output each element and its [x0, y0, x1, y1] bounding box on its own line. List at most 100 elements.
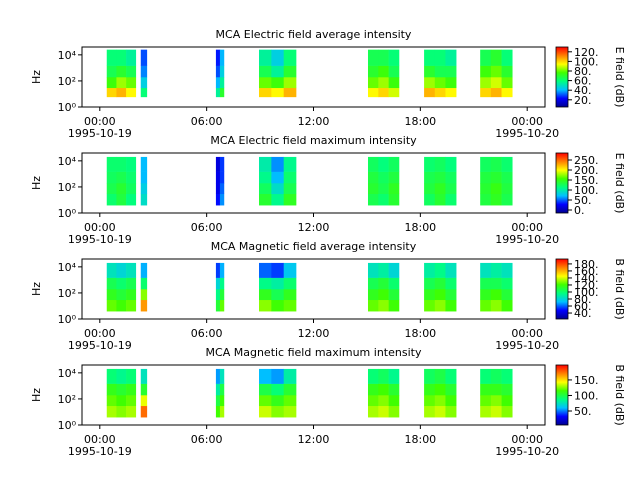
spectrogram-cell	[116, 183, 127, 195]
colorbar-label: B field (dB)	[613, 364, 626, 425]
y-axis-label: Hz	[30, 388, 43, 402]
spectrogram-cell	[219, 368, 225, 384]
spectrogram-cell	[490, 193, 502, 206]
x-tick-label: 06:00	[191, 115, 223, 128]
spectrogram-cell	[219, 262, 225, 278]
spectrogram-cell	[388, 395, 400, 407]
spectrogram-cell	[259, 395, 272, 407]
colorbar-tick-label: 50.	[574, 194, 592, 207]
spectrogram-cell	[219, 183, 225, 195]
spectrogram-cell	[215, 383, 221, 396]
spectrogram-cell	[215, 87, 221, 98]
x-tick-label: 00:00	[511, 221, 543, 234]
spectrogram-cell	[126, 171, 137, 184]
spectrogram-cell	[106, 277, 117, 290]
spectrogram-cell	[367, 262, 379, 278]
spectrogram-cell	[106, 299, 117, 312]
spectrogram-cell	[215, 183, 221, 195]
spectrogram-cell	[490, 262, 502, 278]
spectrogram-cell	[116, 299, 127, 312]
spectrogram-cell	[271, 299, 285, 312]
colorbar-tick-label: 20.	[574, 94, 592, 107]
spectrogram-cell	[140, 49, 148, 66]
spectrogram-cell	[388, 405, 400, 418]
y-tick-label: 10²	[58, 287, 76, 300]
spectrogram-cell	[445, 77, 457, 89]
spectrogram-cell	[378, 299, 389, 312]
x-date-label: 1995-10-19	[68, 127, 132, 140]
spectrogram-cell	[140, 77, 148, 89]
spectrogram-cell	[480, 289, 492, 301]
spectrogram-cell	[140, 395, 148, 407]
x-tick-label: 00:00	[511, 433, 543, 446]
spectrogram-cell	[378, 65, 389, 78]
spectrogram-cell	[271, 65, 285, 78]
spectrogram-cell	[480, 395, 492, 407]
spectrogram-cell	[378, 262, 389, 278]
spectrogram-cell	[388, 368, 400, 384]
spectrogram-cell	[480, 193, 492, 206]
spectrogram-cell	[367, 193, 379, 206]
axes-frame	[81, 46, 546, 108]
spectrogram-cell	[480, 183, 492, 195]
spectrogram-cell	[367, 171, 379, 184]
spectrogram-cell	[126, 383, 137, 396]
spectrogram-cell	[490, 171, 502, 184]
spectrogram-cell	[367, 383, 379, 396]
panel-title: MCA Electric field average intensity	[216, 28, 412, 41]
spectrogram-cell	[116, 262, 127, 278]
spectrogram-cell	[259, 65, 272, 78]
spectrogram-cell	[378, 383, 389, 396]
spectrogram-cell	[106, 395, 117, 407]
spectrogram-cell	[434, 395, 446, 407]
colorbar-tick-label: 50.	[574, 405, 592, 418]
spectrogram-cell	[434, 289, 446, 301]
spectrogram-cell	[501, 262, 513, 278]
x-tick-label: 18:00	[404, 433, 436, 446]
spectrogram-cell	[480, 156, 492, 172]
spectrogram-cell	[219, 277, 225, 290]
spectrogram-cell	[424, 65, 436, 78]
spectrogram-cell	[126, 49, 137, 66]
spectrogram-cell	[271, 193, 285, 206]
spectrogram-cell	[140, 156, 148, 172]
colorbar-tick-label: 80.	[574, 293, 592, 306]
spectrogram-cell	[116, 405, 127, 418]
spectrogram-cell	[215, 299, 221, 312]
axes-frame	[81, 152, 546, 214]
colorbar-tick-label: 80.	[574, 65, 592, 78]
spectrogram-cell	[445, 262, 457, 278]
spectrogram-cell	[140, 262, 148, 278]
spectrogram-cell	[480, 368, 492, 384]
spectrogram-cell	[434, 299, 446, 312]
spectrogram-cell	[116, 77, 127, 89]
y-tick-label: 10⁴	[58, 155, 77, 168]
spectrogram-cell	[219, 193, 225, 206]
spectrogram-cell	[259, 171, 272, 184]
x-tick-label: 00:00	[511, 327, 543, 340]
spectrogram-cell	[283, 65, 297, 78]
x-tick-label: 00:00	[84, 221, 116, 234]
colorbar-tick-label: 100.	[574, 55, 599, 68]
x-tick-label: 06:00	[191, 221, 223, 234]
spectrogram-cell	[424, 277, 436, 290]
spectrogram-cell	[106, 383, 117, 396]
spectrogram-cell	[501, 277, 513, 290]
x-tick-label: 18:00	[404, 221, 436, 234]
colorbar-tick-label: 40.	[574, 307, 592, 320]
spectrogram-cell	[378, 277, 389, 290]
spectrogram-cell	[215, 277, 221, 290]
spectrogram-cell	[424, 156, 436, 172]
spectrogram-cell	[271, 156, 285, 172]
colorbar	[555, 364, 569, 426]
spectrogram-cell	[106, 87, 117, 98]
axes-frame	[81, 258, 546, 320]
spectrogram-cell	[424, 171, 436, 184]
spectrogram-cell	[106, 405, 117, 418]
spectrogram-cell	[219, 171, 225, 184]
spectrogram-cell	[501, 87, 513, 98]
spectrogram-cell	[367, 395, 379, 407]
spectrogram-cell	[283, 262, 297, 278]
spectrogram-cell	[215, 395, 221, 407]
spectrogram-cell	[283, 299, 297, 312]
